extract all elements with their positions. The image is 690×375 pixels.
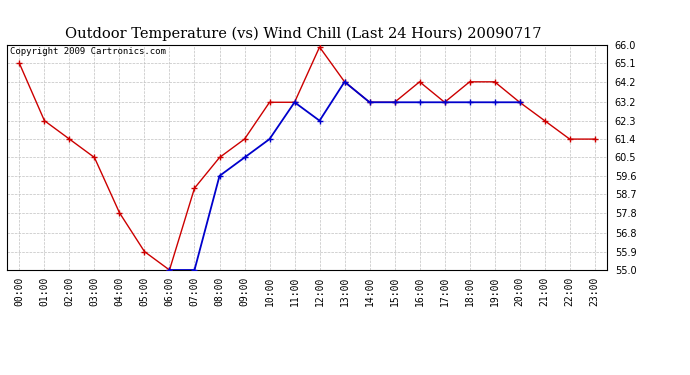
Text: Outdoor Temperature (vs) Wind Chill (Last 24 Hours) 20090717: Outdoor Temperature (vs) Wind Chill (Las…	[66, 26, 542, 40]
Text: Copyright 2009 Cartronics.com: Copyright 2009 Cartronics.com	[10, 47, 166, 56]
